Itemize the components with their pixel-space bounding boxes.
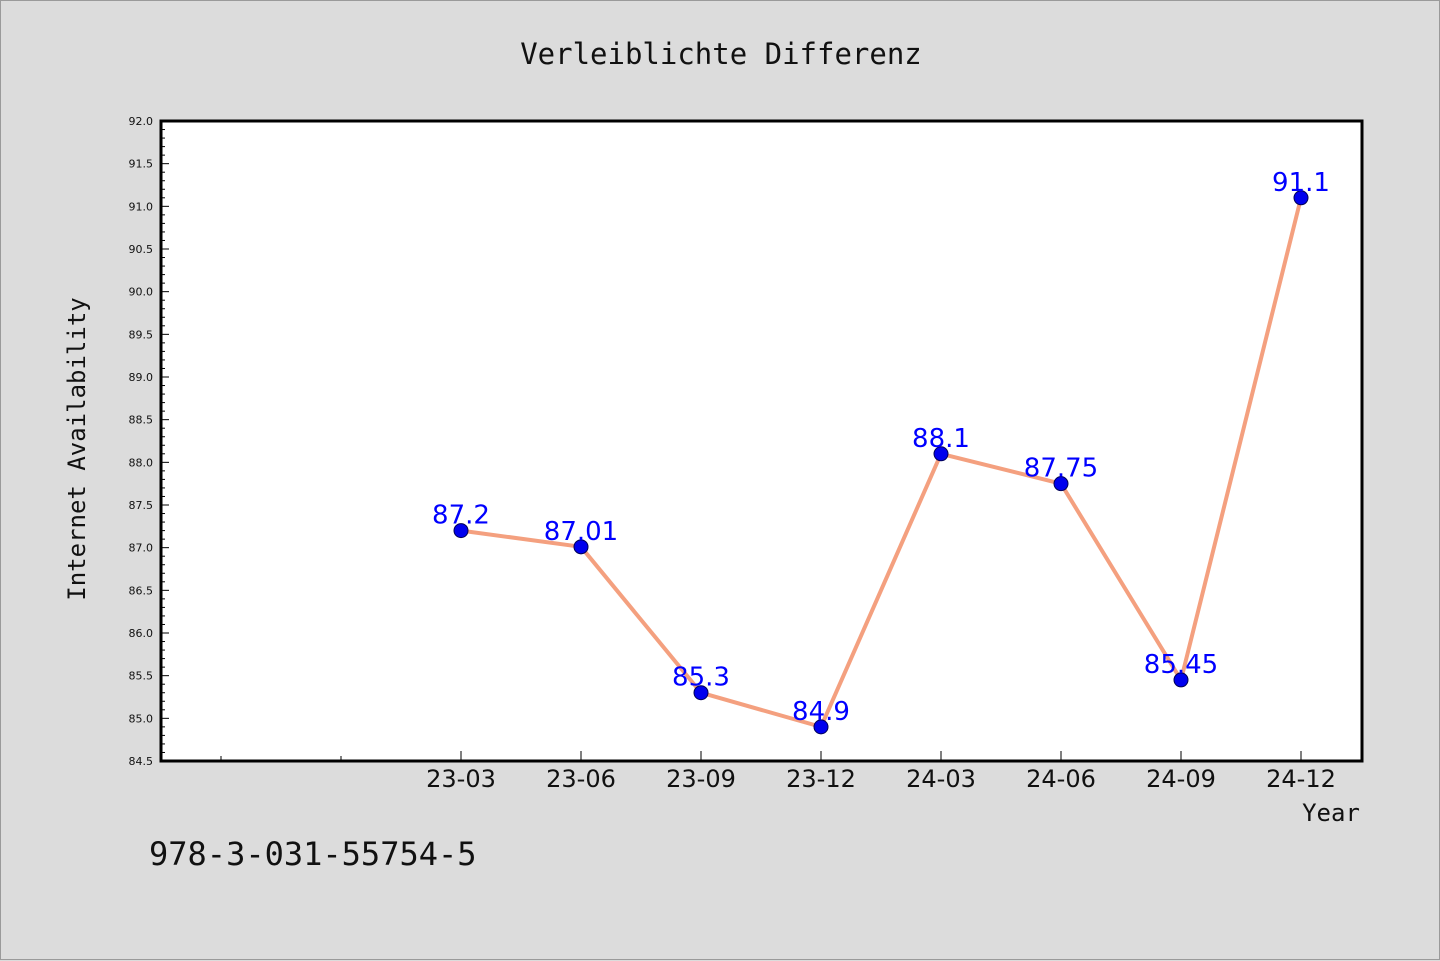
data-point bbox=[933, 446, 949, 462]
chart-title: Verleiblichte Differenz bbox=[520, 37, 922, 71]
y-tick-label: 87.5 bbox=[129, 499, 154, 512]
data-label: 87.01 bbox=[544, 517, 618, 547]
x-tick-label: 24-03 bbox=[906, 765, 976, 793]
y-tick-label: 88.0 bbox=[129, 456, 154, 469]
data-label: 88.1 bbox=[912, 424, 970, 454]
y-tick-label: 89.5 bbox=[129, 328, 154, 341]
series-line bbox=[460, 197, 1303, 729]
y-tick-label: 86.5 bbox=[129, 584, 154, 597]
x-axis: 23-03 23-06 23-09 23-12 24-03 24-06 24-09 24-12 bbox=[220, 751, 1336, 793]
data-point bbox=[1173, 672, 1189, 688]
y-axis-label: Internet Availability bbox=[63, 297, 91, 600]
x-tick-label: 23-09 bbox=[666, 765, 736, 793]
x-tick-label: 23-12 bbox=[786, 765, 856, 793]
data-point bbox=[693, 685, 709, 701]
isbn-text: 978-3-031-55754-5 bbox=[149, 835, 477, 873]
data-label: 85.3 bbox=[672, 663, 730, 693]
y-tick-label: 84.5 bbox=[129, 755, 154, 768]
data-label: 87.2 bbox=[432, 501, 490, 531]
y-tick-label: 90.5 bbox=[129, 243, 154, 256]
y-tick-label: 91.5 bbox=[129, 158, 154, 171]
data-label: 91.1 bbox=[1272, 168, 1330, 198]
x-tick-label: 23-06 bbox=[546, 765, 616, 793]
y-tick-label: 87.0 bbox=[129, 542, 154, 555]
x-axis-label: Year bbox=[1302, 799, 1360, 827]
series-line-path bbox=[460, 197, 1303, 729]
data-markers bbox=[453, 190, 1309, 735]
x-tick-label: 24-12 bbox=[1266, 765, 1336, 793]
data-labels: 87.2 87.01 85.3 84.9 88.1 87.75 85.45 91.1 bbox=[432, 168, 1330, 727]
y-tick-label: 90.0 bbox=[129, 286, 154, 299]
y-tick-label: 88.5 bbox=[129, 414, 154, 427]
y-tick-label: 86.0 bbox=[129, 627, 154, 640]
data-point bbox=[573, 539, 589, 555]
plot-area bbox=[159, 119, 1364, 763]
data-label: 87.75 bbox=[1024, 454, 1098, 484]
x-tick-label: 24-09 bbox=[1146, 765, 1216, 793]
y-tick-label: 92.0 bbox=[129, 115, 154, 128]
data-point bbox=[453, 523, 469, 539]
data-label: 85.45 bbox=[1144, 650, 1218, 680]
y-tick-label: 85.0 bbox=[129, 712, 154, 725]
y-tick-label: 85.5 bbox=[129, 670, 154, 683]
y-tick-label: 91.0 bbox=[129, 200, 154, 213]
data-point bbox=[1293, 190, 1309, 206]
data-point bbox=[813, 719, 829, 735]
data-label: 84.9 bbox=[792, 697, 850, 727]
x-tick-label: 24-06 bbox=[1026, 765, 1096, 793]
x-tick-label: 23-03 bbox=[426, 765, 496, 793]
y-tick-label: 89.0 bbox=[129, 371, 154, 384]
data-point bbox=[1053, 476, 1069, 492]
y-axis: 84.5 85.0 85.5 86.0 86.5 87.0 87.5 88.0 88.5 89.0… bbox=[129, 115, 169, 768]
